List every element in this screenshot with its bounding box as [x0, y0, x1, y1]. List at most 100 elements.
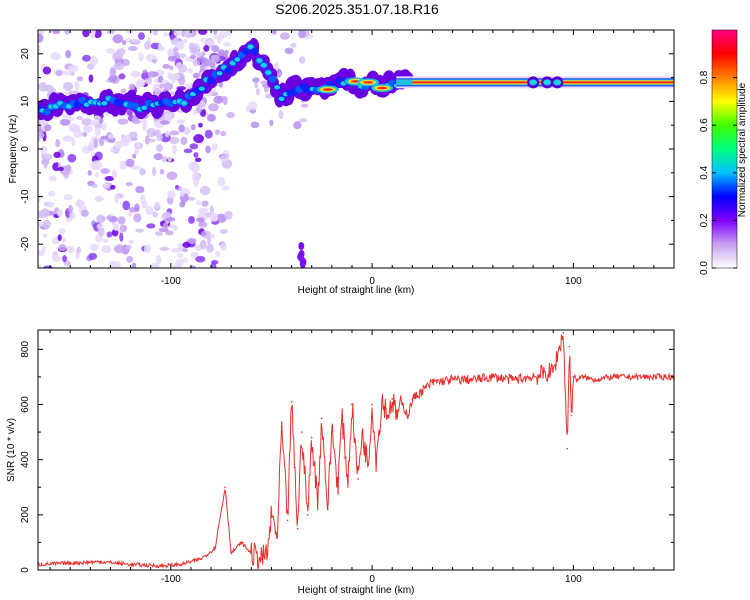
noise-blob: [254, 82, 259, 89]
noise-blob: [81, 118, 92, 126]
noise-blob: [224, 210, 233, 220]
noise-blob: [117, 118, 129, 125]
noise-blob: [61, 237, 67, 243]
noise-blob: [38, 44, 41, 54]
snr-point: [512, 378, 514, 381]
noise-blob: [201, 200, 209, 207]
noise-blob: [135, 185, 145, 194]
noise-blob: [82, 30, 90, 38]
noise-blob: [170, 247, 182, 253]
noise-blob: [219, 154, 230, 162]
noise-blob: [139, 80, 145, 88]
noise-blob: [74, 80, 80, 91]
noise-blob: [213, 34, 224, 40]
noise-blob: [89, 120, 99, 126]
snr-point: [280, 425, 283, 428]
snr-point: [612, 376, 615, 378]
noise-blob: [76, 76, 84, 82]
noise-blob: [110, 184, 116, 190]
noise-blob: [155, 144, 163, 152]
noise-blob: [216, 213, 227, 223]
noise-blob: [298, 30, 306, 39]
noise-blob: [179, 53, 187, 59]
noise-blob: [109, 148, 115, 153]
snr-point: [337, 486, 339, 489]
ridge-hot: [247, 44, 254, 50]
noise-blob: [105, 48, 115, 55]
noise-blob: [155, 254, 162, 265]
x-tick-label: 100: [565, 574, 582, 585]
snr-point: [552, 370, 555, 373]
noise-blob: [87, 170, 92, 176]
noise-blob: [137, 32, 145, 40]
noise-blob: [88, 74, 94, 83]
noise-blob: [56, 209, 63, 217]
noise-blob: [165, 217, 176, 222]
noise-blob: [154, 231, 163, 237]
noise-blob: [213, 95, 224, 104]
snr-point: [401, 403, 404, 406]
noise-blob: [176, 253, 184, 258]
noise-blob: [198, 207, 209, 214]
noise-blob: [211, 45, 220, 53]
figure-title: S206.2025.351.07.18.R16: [275, 1, 439, 17]
noise-blob: [128, 239, 134, 245]
noise-blob: [68, 204, 74, 214]
noise-blob: [274, 62, 279, 70]
noise-blob: [146, 223, 156, 229]
snr-point: [592, 378, 595, 381]
noise-blob: [159, 168, 165, 175]
snr-point: [347, 480, 349, 483]
snr-point: [327, 508, 329, 511]
noise-blob: [66, 245, 75, 254]
noise-blob: [65, 49, 72, 59]
noise-blob: [162, 64, 171, 69]
noise-blob: [112, 261, 121, 268]
noise-blob: [154, 201, 160, 210]
noise-blob: [208, 103, 219, 112]
snr-x-axis-label: Height of straight line (km): [298, 585, 415, 596]
noise-blob: [129, 207, 135, 212]
snr-point: [331, 425, 333, 428]
noise-blob: [182, 241, 191, 248]
noise-blob: [42, 219, 51, 229]
noise-blob: [144, 77, 153, 85]
snr-point: [570, 414, 573, 417]
noise-blob: [117, 216, 126, 225]
ridge-core: [242, 47, 251, 55]
noise-blob: [69, 211, 76, 221]
noise-blob: [88, 252, 98, 260]
snr-point: [357, 478, 359, 480]
y-tick-label: 400: [20, 451, 31, 468]
noise-blob: [143, 244, 151, 254]
snr-point: [180, 563, 182, 566]
noise-blob: [198, 122, 203, 128]
noise-blob: [84, 125, 93, 133]
noise-blob: [42, 233, 48, 238]
snr-frame: [37, 329, 675, 571]
noise-blob: [188, 42, 194, 51]
snr-point: [361, 431, 363, 433]
snr-point: [224, 486, 226, 489]
snr-point: [296, 527, 299, 530]
noise-blob: [101, 245, 112, 254]
noise-blob: [106, 231, 113, 238]
snr-point: [290, 400, 293, 403]
noise-blob: [134, 203, 140, 212]
noise-blob: [180, 192, 185, 197]
noise-blob: [125, 182, 133, 187]
noise-blob: [41, 153, 53, 161]
noise-blob: [189, 143, 199, 150]
band-blob-core: [553, 79, 562, 86]
noise-blob: [300, 257, 307, 266]
noise-blob: [57, 166, 64, 171]
noise-blob: [210, 54, 220, 63]
noise-blob: [94, 196, 105, 202]
noise-blob: [128, 131, 138, 139]
y-tick-label: -20: [20, 237, 31, 252]
snr-point: [653, 376, 655, 378]
noise-blob: [147, 71, 154, 78]
noise-blob: [58, 228, 66, 235]
noise-blob: [53, 151, 61, 159]
noise-blob: [76, 246, 81, 254]
